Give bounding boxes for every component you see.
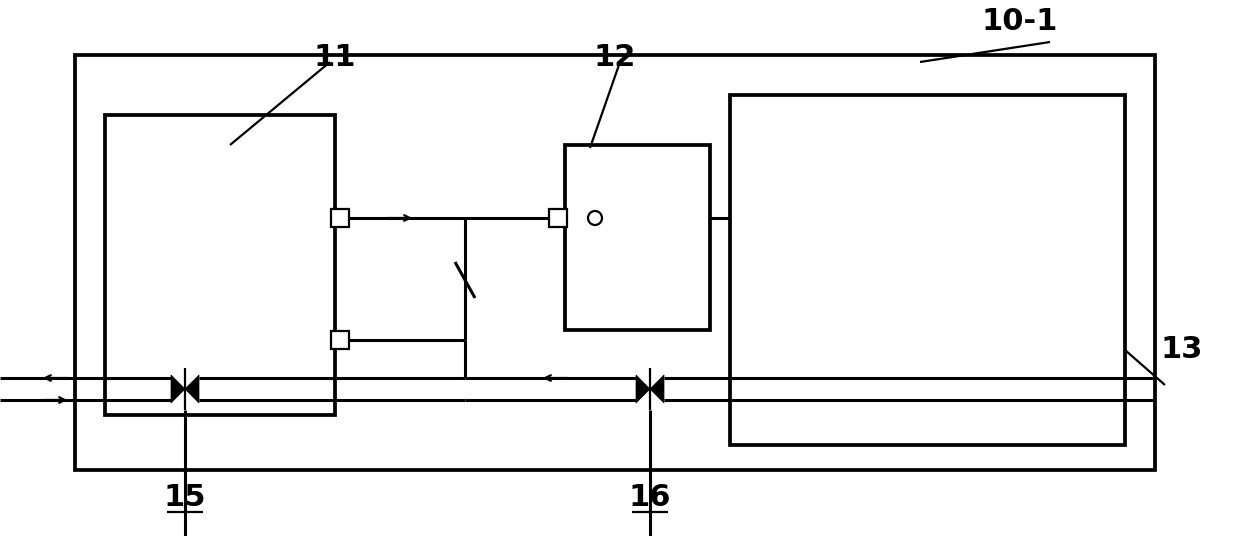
Bar bbox=[331, 209, 348, 227]
Text: 10-1: 10-1 bbox=[982, 8, 1058, 36]
Polygon shape bbox=[185, 375, 198, 403]
Polygon shape bbox=[636, 375, 650, 403]
Bar bbox=[105, 115, 335, 415]
Polygon shape bbox=[171, 375, 185, 403]
Bar bbox=[549, 209, 567, 227]
Text: 12: 12 bbox=[594, 42, 636, 71]
Bar bbox=[74, 55, 1154, 470]
Text: 15: 15 bbox=[164, 483, 206, 512]
Bar bbox=[331, 331, 348, 349]
Text: 16: 16 bbox=[629, 483, 671, 512]
Text: 13: 13 bbox=[1159, 336, 1203, 364]
Polygon shape bbox=[650, 375, 663, 403]
Bar bbox=[730, 95, 1125, 445]
Bar bbox=[565, 145, 711, 330]
Text: 11: 11 bbox=[314, 42, 356, 71]
